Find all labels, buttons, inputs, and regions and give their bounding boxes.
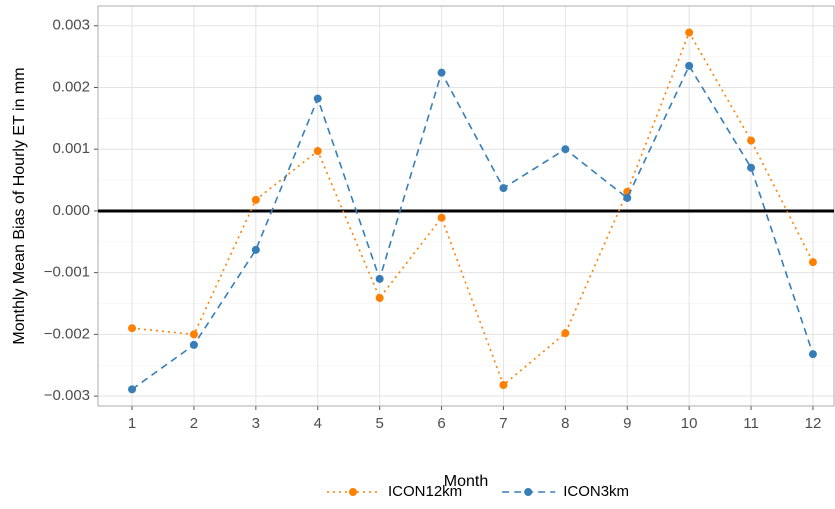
point [128,385,137,394]
point [808,258,817,267]
point [128,324,137,333]
point [313,147,322,156]
x-tick-label: 5 [375,415,383,432]
x-tick-label: 4 [314,415,322,432]
point [561,145,570,154]
y-axis-title: Monthly Mean Bias of Hourly ET in mm [11,67,28,344]
x-axis-title: Month [444,473,488,490]
x-tick-label: 7 [499,415,507,432]
point [437,213,446,222]
x-tick-label: 3 [252,415,260,432]
point [437,68,446,77]
y-tick-label: −0.002 [44,325,90,342]
legend-point [349,488,357,496]
point [808,350,817,359]
x-tick-label: 10 [681,415,698,432]
x-tick-label: 8 [561,415,569,432]
x-tick-label: 9 [623,415,631,432]
x-tick-label: 6 [437,415,445,432]
x-tick-label: 2 [190,415,198,432]
point [499,184,508,193]
point [251,195,260,204]
point [685,61,694,70]
point [189,330,198,339]
y-tick-label: 0.001 [52,140,90,157]
point [499,381,508,390]
series-line [131,64,814,390]
legend-label: ICON12km [388,483,462,500]
y-tick-label: 0.002 [52,78,90,95]
point [747,163,756,172]
point [623,193,632,202]
point [685,28,694,37]
plot-border [97,5,835,407]
x-tick-label: 1 [128,415,136,432]
x-tick-label: 12 [805,415,822,432]
point [313,94,322,103]
y-tick-label: 0.000 [52,202,90,219]
point [747,136,756,145]
y-tick-label: 0.003 [52,17,90,34]
y-tick-label: −0.001 [44,264,90,281]
x-tick-label: 11 [743,415,759,432]
y-tick-label: −0.003 [44,387,90,404]
legend-label: ICON3km [563,483,629,500]
point [375,274,384,283]
legend-point [524,488,533,496]
point [189,340,198,349]
series-line [131,30,814,387]
point [375,293,384,302]
point [561,329,570,338]
point [251,245,260,254]
